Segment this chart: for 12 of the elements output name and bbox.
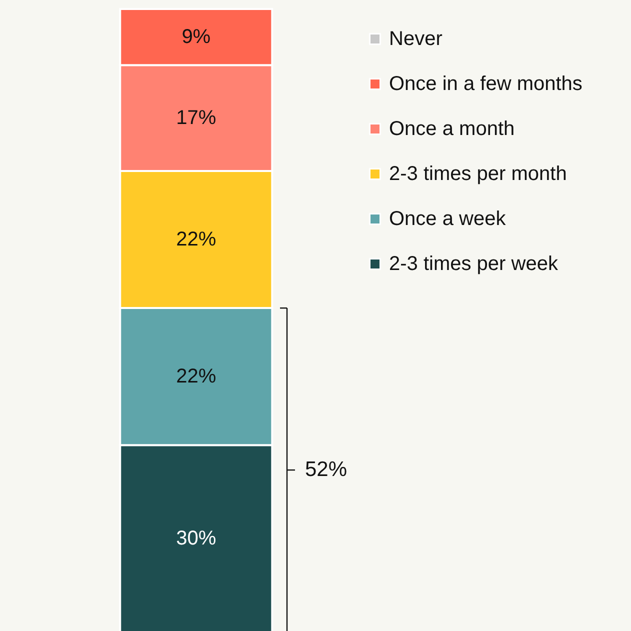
- data-label: 30%: [176, 528, 216, 550]
- legend-label: 2-3 times per week: [389, 253, 559, 275]
- legend-label: Once a week: [389, 208, 507, 230]
- data-label: 9%: [182, 26, 211, 48]
- data-label: 22%: [176, 366, 216, 388]
- data-label: 17%: [176, 107, 216, 130]
- legend-label: 2-3 times per month: [389, 163, 567, 185]
- text: 52%: [305, 458, 348, 482]
- legend-label: Never: [389, 28, 443, 50]
- legend-label: Once in a few months: [389, 73, 582, 95]
- data-label: 22%: [176, 228, 216, 251]
- legend-label: Once a month: [389, 118, 515, 140]
